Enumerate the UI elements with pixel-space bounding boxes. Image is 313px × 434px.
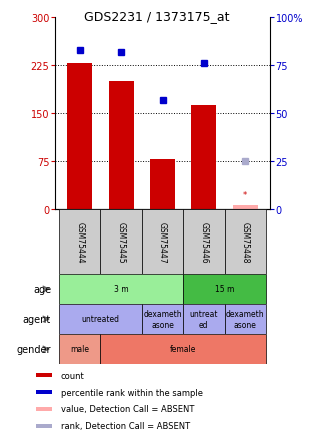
Text: 3 m: 3 m: [114, 285, 128, 294]
Text: female: female: [170, 345, 196, 354]
Bar: [36, 374, 52, 378]
Bar: [100, 210, 142, 274]
Bar: [59, 304, 142, 334]
Text: untreat
ed: untreat ed: [190, 309, 218, 329]
Bar: [224, 210, 266, 274]
Bar: [183, 274, 266, 304]
Bar: [59, 274, 183, 304]
Bar: [67, 64, 92, 210]
Bar: [100, 334, 266, 364]
Bar: [192, 105, 216, 210]
Bar: [59, 210, 100, 274]
Text: count: count: [61, 371, 85, 380]
Bar: [59, 334, 100, 364]
Bar: [183, 210, 224, 274]
Bar: [36, 424, 52, 427]
Text: GSM75447: GSM75447: [158, 221, 167, 263]
Text: *: *: [243, 191, 247, 200]
Text: GDS2231 / 1373175_at: GDS2231 / 1373175_at: [84, 10, 229, 23]
Bar: [224, 304, 266, 334]
Text: untreated: untreated: [81, 315, 120, 324]
Text: 15 m: 15 m: [215, 285, 234, 294]
Text: GSM75444: GSM75444: [75, 221, 84, 263]
Text: male: male: [70, 345, 89, 354]
Text: rank, Detection Call = ABSENT: rank, Detection Call = ABSENT: [61, 421, 190, 430]
Text: dexameth
asone: dexameth asone: [143, 309, 182, 329]
Text: dexameth
asone: dexameth asone: [226, 309, 264, 329]
Bar: [142, 210, 183, 274]
Bar: [150, 160, 175, 210]
Text: percentile rank within the sample: percentile rank within the sample: [61, 388, 203, 397]
Bar: [233, 205, 258, 210]
Text: gender: gender: [17, 344, 51, 354]
Bar: [142, 304, 183, 334]
Text: GSM75448: GSM75448: [241, 221, 250, 263]
Text: agent: agent: [23, 314, 51, 324]
Text: value, Detection Call = ABSENT: value, Detection Call = ABSENT: [61, 404, 194, 414]
Bar: [109, 82, 134, 210]
Bar: [36, 390, 52, 394]
Text: GSM75445: GSM75445: [117, 221, 126, 263]
Text: age: age: [33, 284, 51, 294]
Bar: [36, 407, 52, 411]
Text: GSM75446: GSM75446: [199, 221, 208, 263]
Bar: [183, 304, 224, 334]
